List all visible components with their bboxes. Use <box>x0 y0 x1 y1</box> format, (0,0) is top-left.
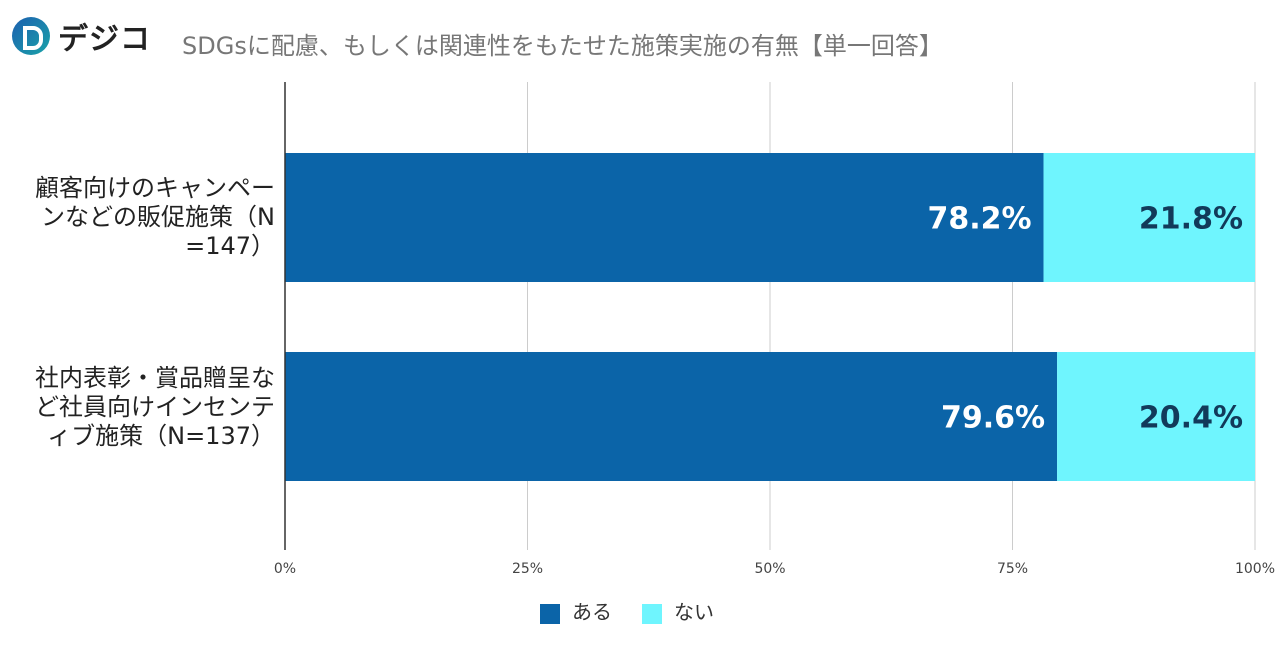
chart-title: SDGsに配慮、もしくは関連性をもたせた施策実施の有無【単一回答】 <box>182 32 943 60</box>
bar-0-0 <box>285 153 1044 282</box>
logo-icon <box>12 17 50 55</box>
logo-text: デジコ <box>58 22 151 57</box>
legend-label-0: ある <box>572 600 612 624</box>
data-label: 21.8% <box>1139 202 1243 237</box>
legend: ある ない <box>540 596 714 625</box>
logo: デジコ <box>12 14 151 58</box>
legend-swatch-0 <box>540 603 560 624</box>
bar-1-1 <box>1057 352 1255 481</box>
legend-swatch-1 <box>642 603 662 624</box>
x-tick-label: 50% <box>754 561 785 577</box>
x-tick-label: 0% <box>274 561 296 577</box>
x-tick-label: 75% <box>997 561 1028 577</box>
x-tick-label: 25% <box>512 561 543 577</box>
category-label-0: 顧客向けのキャンペーンなどの販促施策（N=147） <box>35 174 275 260</box>
legend-item-0: ある <box>540 596 612 625</box>
bar-1-0 <box>1043 153 1255 282</box>
data-label: 78.2% <box>927 202 1031 237</box>
category-label-1: 社内表彰・賞品贈呈など社員向けインセンティブ施策（N=137） <box>35 364 275 450</box>
x-tick-label: 100% <box>1235 561 1275 577</box>
bar-0-1 <box>285 352 1058 481</box>
legend-label-1: ない <box>674 600 714 624</box>
data-label: 20.4% <box>1139 401 1243 436</box>
legend-item-1: ない <box>642 596 714 625</box>
data-label: 79.6% <box>941 401 1045 436</box>
